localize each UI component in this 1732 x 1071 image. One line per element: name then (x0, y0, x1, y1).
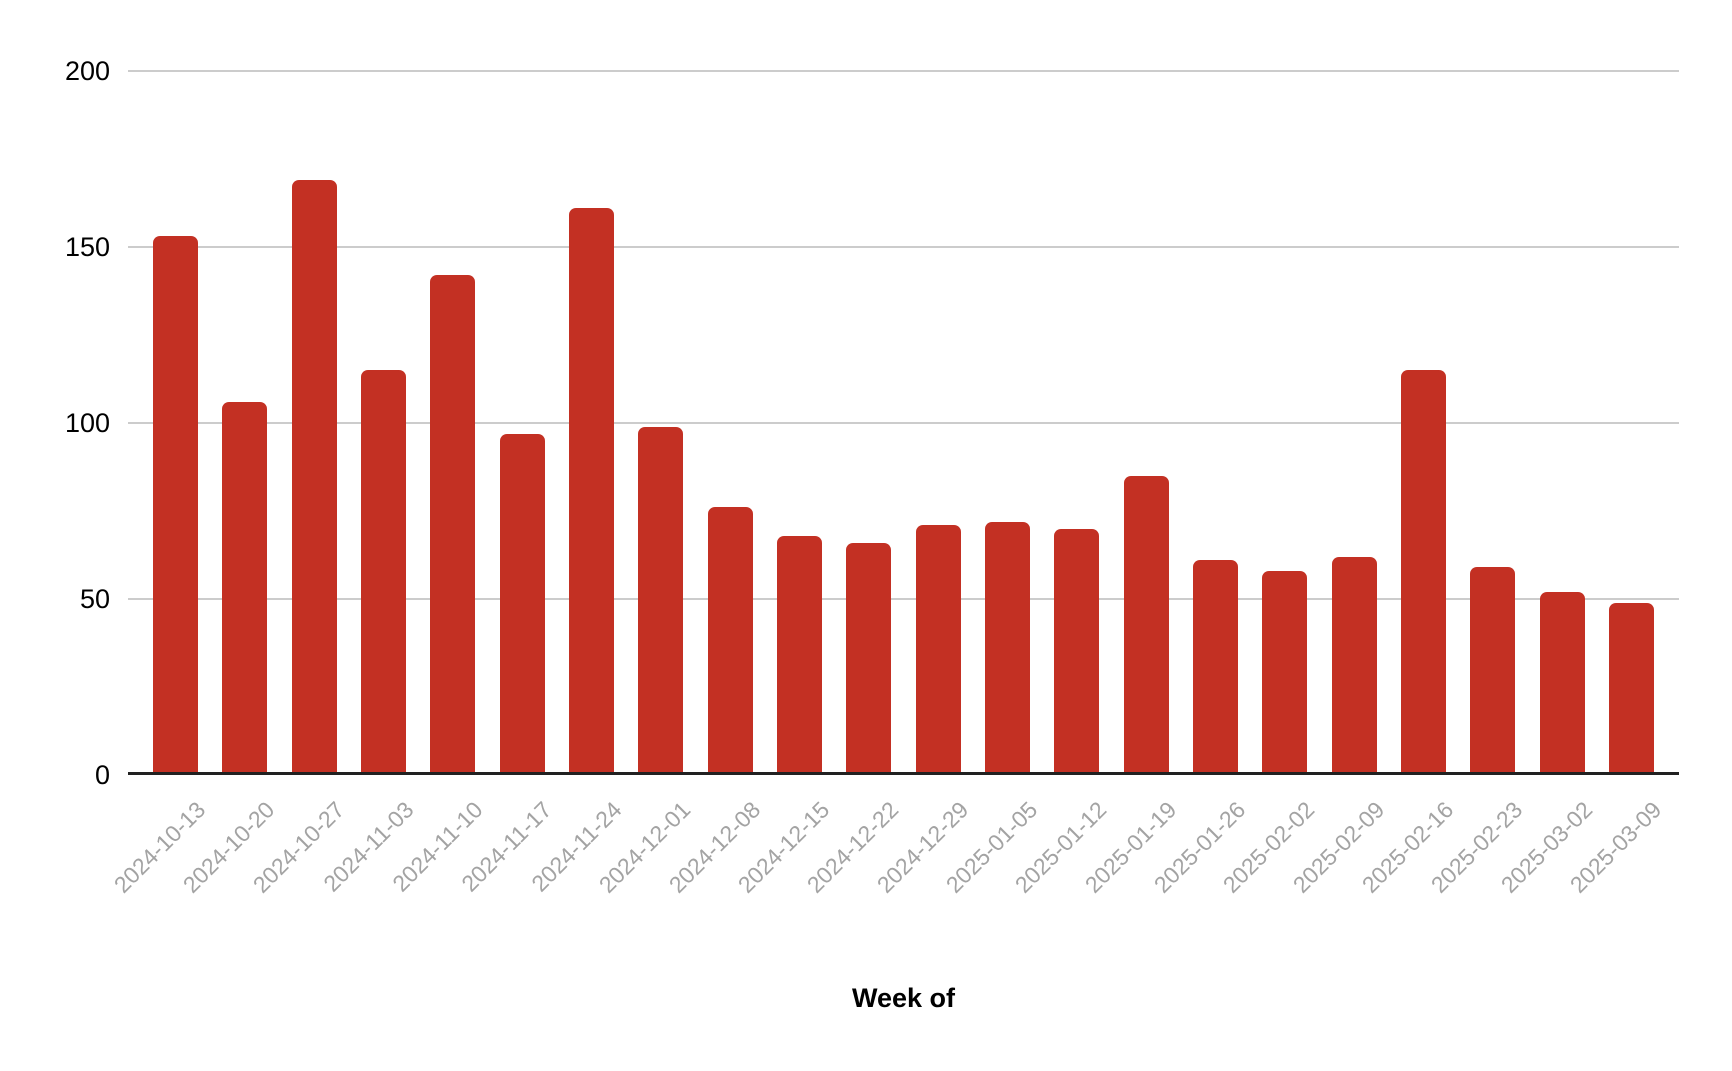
bar-2025-01-19[interactable] (1123, 475, 1169, 775)
gridline-100 (128, 422, 1679, 424)
x-axis-line (128, 772, 1679, 775)
y-tick-label-0: 0 (94, 760, 110, 790)
bar-2024-12-01[interactable] (638, 426, 684, 775)
bar-2024-12-08[interactable] (707, 507, 753, 775)
bar-2024-12-29[interactable] (915, 525, 961, 775)
bar-2024-10-27[interactable] (291, 180, 337, 775)
bar-2025-01-26[interactable] (1192, 560, 1238, 775)
bar-2024-11-17[interactable] (499, 433, 545, 775)
bar-2025-01-12[interactable] (1054, 528, 1100, 775)
y-tick-label-50: 50 (79, 584, 110, 614)
bar-2025-02-16[interactable] (1400, 370, 1446, 775)
x-axis-title: Week of (851, 983, 956, 1013)
bar-2024-11-24[interactable] (568, 208, 614, 775)
gridline-200 (128, 70, 1679, 72)
bar-2024-12-22[interactable] (846, 542, 892, 775)
bar-2025-03-02[interactable] (1539, 591, 1585, 775)
bar-2024-10-20[interactable] (222, 401, 268, 775)
gridline-50 (128, 598, 1679, 600)
y-tick-label-100: 100 (64, 408, 110, 438)
bar-2025-02-09[interactable] (1331, 556, 1377, 775)
y-tick-label-150: 150 (64, 232, 110, 262)
bar-2024-11-03[interactable] (360, 370, 406, 775)
bar-2025-01-05[interactable] (984, 521, 1030, 775)
bar-2025-03-09[interactable] (1608, 602, 1654, 775)
bar-2025-02-23[interactable] (1470, 567, 1516, 775)
bar-2025-02-02[interactable] (1262, 570, 1308, 775)
bar-2024-10-13[interactable] (153, 236, 198, 775)
bar-2024-12-15[interactable] (776, 535, 822, 775)
bar-2024-11-10[interactable] (430, 275, 476, 775)
gridline-150 (128, 246, 1679, 248)
y-tick-label-200: 200 (64, 56, 110, 86)
